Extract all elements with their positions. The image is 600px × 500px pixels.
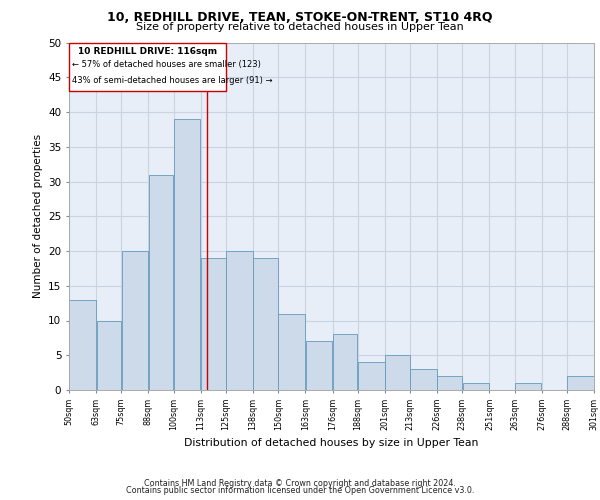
Text: Contains HM Land Registry data © Crown copyright and database right 2024.: Contains HM Land Registry data © Crown c… [144, 478, 456, 488]
Bar [385, 355, 410, 390]
Bar [463, 383, 489, 390]
Bar [97, 320, 121, 390]
Bar [305, 342, 332, 390]
Bar [226, 251, 253, 390]
Text: 10, REDHILL DRIVE, TEAN, STOKE-ON-TRENT, ST10 4RQ: 10, REDHILL DRIVE, TEAN, STOKE-ON-TRENT,… [107, 11, 493, 24]
Text: 43% of semi-detached houses are larger (91) →: 43% of semi-detached houses are larger (… [72, 76, 272, 85]
Bar [174, 119, 200, 390]
Bar [567, 376, 593, 390]
Text: 10 REDHILL DRIVE: 116sqm: 10 REDHILL DRIVE: 116sqm [78, 48, 217, 56]
Bar [515, 383, 541, 390]
Y-axis label: Number of detached properties: Number of detached properties [32, 134, 43, 298]
Text: Size of property relative to detached houses in Upper Tean: Size of property relative to detached ho… [136, 22, 464, 32]
Text: ← 57% of detached houses are smaller (123): ← 57% of detached houses are smaller (12… [72, 60, 261, 69]
Bar [410, 369, 437, 390]
Bar [253, 258, 278, 390]
Text: Contains public sector information licensed under the Open Government Licence v3: Contains public sector information licen… [126, 486, 474, 495]
Bar [333, 334, 358, 390]
Bar [358, 362, 385, 390]
Bar [122, 251, 148, 390]
FancyBboxPatch shape [69, 42, 226, 91]
Bar [201, 258, 226, 390]
Bar [437, 376, 462, 390]
Bar [70, 300, 96, 390]
Bar [278, 314, 305, 390]
X-axis label: Distribution of detached houses by size in Upper Tean: Distribution of detached houses by size … [184, 438, 479, 448]
Bar [149, 174, 173, 390]
